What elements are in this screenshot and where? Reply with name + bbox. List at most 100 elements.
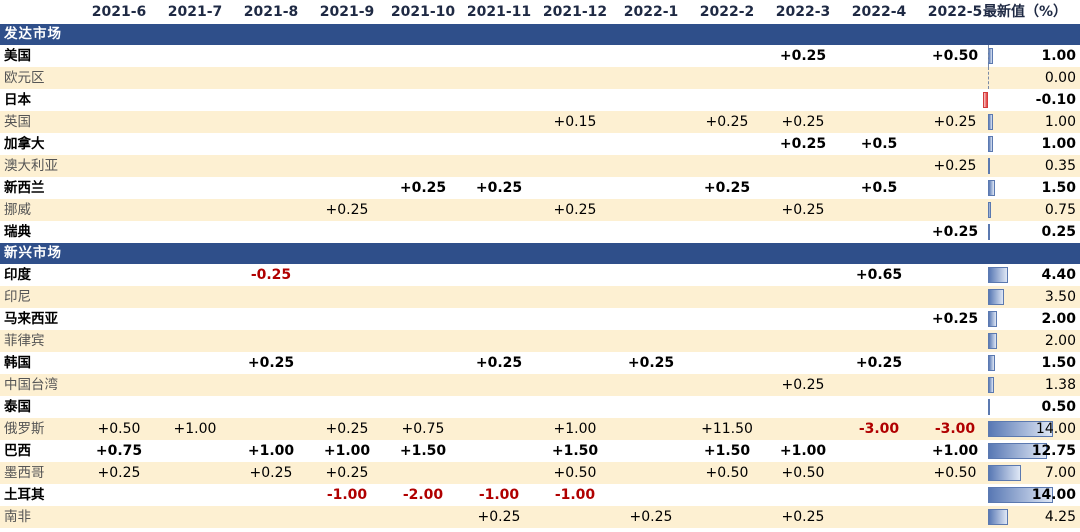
latest-value-cell: 0.25 bbox=[983, 221, 1080, 243]
rate-change-cell: +0.50 bbox=[931, 48, 979, 64]
rate-change-cell: +0.25 bbox=[629, 509, 673, 525]
latest-value: 14.00 bbox=[1031, 487, 1076, 503]
country-name: 美国 bbox=[4, 48, 31, 64]
rate-change-cell: +0.25 bbox=[779, 136, 827, 152]
rate-change-cell: +0.75 bbox=[95, 443, 143, 459]
latest-value-bar bbox=[983, 92, 988, 108]
rate-change-cell: +0.25 bbox=[477, 509, 521, 525]
rate-change-cell: +0.25 bbox=[249, 465, 293, 481]
latest-value-bar bbox=[988, 465, 1021, 481]
month-header: 2021-11 bbox=[466, 4, 532, 20]
country-name: 菲律宾 bbox=[4, 333, 45, 349]
rate-change-cell: +0.25 bbox=[933, 114, 977, 130]
table-row: 美国 +0.25 +0.50 1.00 bbox=[0, 45, 1080, 67]
rate-change-cell: +0.50 bbox=[933, 465, 977, 481]
latest-value-cell: 1.50 bbox=[983, 177, 1080, 199]
country-name: 英国 bbox=[4, 114, 31, 130]
country-name: 土耳其 bbox=[4, 487, 45, 503]
rate-change-cell: +0.25 bbox=[553, 202, 597, 218]
rate-change-cell: +0.75 bbox=[401, 421, 445, 437]
country-name: 南非 bbox=[4, 509, 31, 525]
rate-change-cell: -1.00 bbox=[554, 487, 596, 503]
latest-value: 2.00 bbox=[1041, 311, 1076, 327]
rate-change-cell: +1.00 bbox=[779, 443, 827, 459]
latest-value-cell: 12.75 bbox=[983, 440, 1080, 462]
rate-change-cell: +1.00 bbox=[247, 443, 295, 459]
rate-change-cell: +1.00 bbox=[553, 421, 597, 437]
latest-value-cell: 2.00 bbox=[983, 330, 1080, 352]
month-header: 2022-1 bbox=[623, 4, 679, 20]
rate-change-cell: +0.25 bbox=[325, 421, 369, 437]
latest-value: -0.10 bbox=[1035, 92, 1076, 108]
rate-change-cell: +1.00 bbox=[931, 443, 979, 459]
latest-value-cell: 4.25 bbox=[983, 506, 1080, 528]
latest-value: 0.50 bbox=[1041, 399, 1076, 415]
country-name: 新西兰 bbox=[4, 180, 45, 196]
latest-value-bar bbox=[988, 333, 998, 349]
table-row: 加拿大 +0.25 +0.5 1.00 bbox=[0, 133, 1080, 155]
country-name: 加拿大 bbox=[4, 136, 45, 152]
latest-value-cell: 3.50 bbox=[983, 286, 1080, 308]
month-header: 2022-2 bbox=[699, 4, 755, 20]
rate-change-cell: -3.00 bbox=[858, 421, 900, 437]
table-row: 挪威 +0.25 +0.25 +0.25 0.75 bbox=[0, 199, 1080, 221]
rate-change-cell: +0.25 bbox=[933, 158, 977, 174]
bar-axis-line bbox=[988, 45, 989, 67]
latest-value-cell: 0.35 bbox=[983, 155, 1080, 177]
rate-change-cell: -1.00 bbox=[478, 487, 520, 503]
rate-change-cell: +0.5 bbox=[860, 136, 898, 152]
latest-value-cell: -0.10 bbox=[983, 89, 1080, 111]
country-name: 墨西哥 bbox=[4, 465, 45, 481]
country-name: 巴西 bbox=[4, 443, 31, 459]
rate-change-cell: +1.50 bbox=[399, 443, 447, 459]
table-row: 印尼 3.50 bbox=[0, 286, 1080, 308]
rate-change-cell: -2.00 bbox=[402, 487, 444, 503]
latest-value: 4.40 bbox=[1041, 267, 1076, 283]
table-row: 中国台湾 +0.25 1.38 bbox=[0, 374, 1080, 396]
rate-change-cell: +0.25 bbox=[325, 465, 369, 481]
country-name: 挪威 bbox=[4, 202, 31, 218]
latest-value-bar bbox=[988, 443, 1048, 459]
latest-value-bar bbox=[988, 180, 995, 196]
section-header: 发达市场 bbox=[0, 24, 1080, 45]
latest-value-cell: 0.00 bbox=[983, 67, 1080, 89]
latest-value: 2.00 bbox=[1044, 333, 1076, 349]
latest-value-bar bbox=[988, 289, 1005, 305]
latest-value: 0.25 bbox=[1041, 224, 1076, 240]
country-name: 韩国 bbox=[4, 355, 31, 371]
latest-value: 4.25 bbox=[1044, 509, 1076, 525]
latest-value-cell: 4.40 bbox=[983, 264, 1080, 286]
rate-change-cell: +0.25 bbox=[931, 311, 979, 327]
country-name: 俄罗斯 bbox=[4, 421, 45, 437]
table-row: 泰国 0.50 bbox=[0, 396, 1080, 418]
rate-change-cell: +0.25 bbox=[781, 509, 825, 525]
rate-change-cell: +0.25 bbox=[781, 114, 825, 130]
table-row: 马来西亚 +0.25 2.00 bbox=[0, 308, 1080, 330]
latest-value-bar bbox=[988, 114, 993, 130]
latest-value-cell: 1.38 bbox=[983, 374, 1080, 396]
rate-change-cell: +1.00 bbox=[173, 421, 217, 437]
country-name: 泰国 bbox=[4, 399, 31, 415]
latest-value-cell: 2.00 bbox=[983, 308, 1080, 330]
bar-axis-line bbox=[988, 67, 989, 89]
month-header: 2021-12 bbox=[542, 4, 608, 20]
month-header: 2021-8 bbox=[243, 4, 299, 20]
rate-change-cell: +1.00 bbox=[323, 443, 371, 459]
rate-change-cell: +0.50 bbox=[781, 465, 825, 481]
rate-change-cell: +0.50 bbox=[553, 465, 597, 481]
table-row: 俄罗斯 +0.50 +1.00 +0.25 +0.75 +1.00 +11.50 -3.00 -… bbox=[0, 418, 1080, 440]
table-row: 澳大利亚 +0.25 0.35 bbox=[0, 155, 1080, 177]
latest-value-cell: 0.75 bbox=[983, 199, 1080, 221]
latest-value-cell: 1.50 bbox=[983, 352, 1080, 374]
latest-value-cell: 14.00 bbox=[983, 418, 1080, 440]
rate-change-cell: +0.15 bbox=[553, 114, 597, 130]
latest-value: 1.38 bbox=[1044, 377, 1076, 393]
latest-value-bar bbox=[988, 399, 991, 415]
month-header: 2022-4 bbox=[851, 4, 907, 20]
country-name: 马来西亚 bbox=[4, 311, 58, 327]
latest-value: 0.75 bbox=[1044, 202, 1076, 218]
latest-value-bar bbox=[988, 509, 1008, 525]
latest-value: 1.00 bbox=[1044, 114, 1076, 130]
month-header: 2022-5 bbox=[927, 4, 983, 20]
rate-change-cell: -0.25 bbox=[250, 267, 292, 283]
